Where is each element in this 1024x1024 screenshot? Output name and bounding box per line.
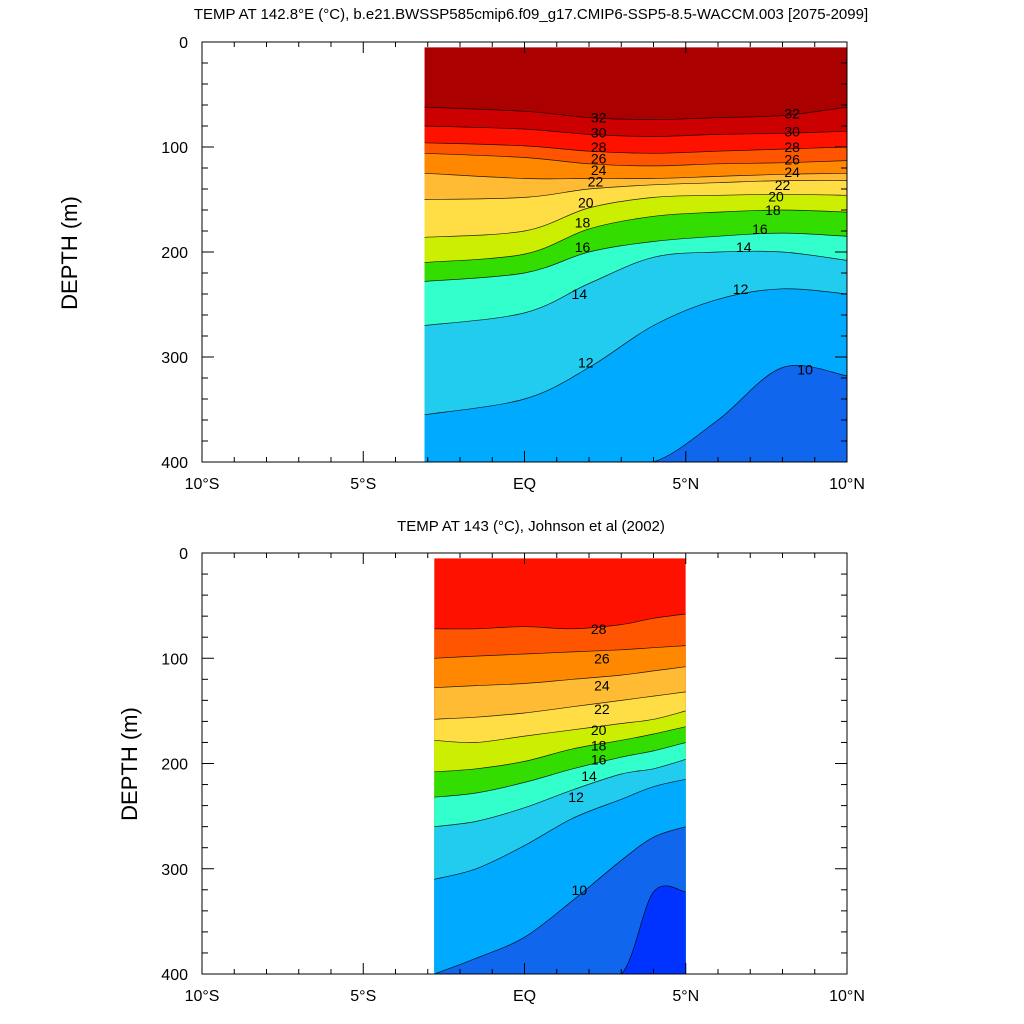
x-tick-label: 10°S — [185, 988, 220, 1005]
contour-label: 14 — [581, 768, 597, 784]
isotherm-line — [424, 152, 847, 167]
chart-title: TEMP AT 142.8°E (°C), b.e21.BWSSP585cmip… — [194, 6, 868, 23]
contour-label: 20 — [578, 195, 594, 211]
x-tick-label: 10°S — [185, 476, 220, 493]
contour-label: 18 — [591, 738, 607, 754]
contour-label: 28 — [784, 139, 800, 155]
y-tick-label: 0 — [179, 35, 188, 52]
temperature-field — [434, 558, 686, 974]
y-axis: 0 100 200 300 400 — [161, 546, 847, 984]
y-tick-label: 0 — [179, 546, 188, 563]
isotherm-line — [424, 142, 847, 154]
isotherm-line — [434, 645, 686, 659]
x-tick-label: EQ — [513, 988, 536, 1005]
x-axis: 10°S 5°S EQ 5°N 10°N — [185, 42, 865, 493]
contour-label: 22 — [588, 174, 604, 190]
contour-label: 26 — [594, 650, 610, 666]
contour-label: 16 — [752, 221, 768, 237]
panel-bottom: TEMP AT 143 (°C), Johnson et al (2002) D… — [117, 518, 865, 1005]
contour-label: 22 — [775, 177, 791, 193]
y-tick-label: 200 — [161, 757, 188, 774]
temperature-band — [434, 826, 686, 974]
contour-label: 24 — [594, 678, 610, 694]
contour-label: 24 — [784, 164, 800, 180]
isotherm-line — [434, 742, 686, 798]
contour-label: 24 — [591, 162, 607, 178]
x-tick-label: 5°S — [350, 988, 376, 1005]
isotherm-line — [434, 613, 686, 630]
isotherm-line — [424, 180, 847, 200]
panel-top: TEMP AT 142.8°E (°C), b.e21.BWSSP585cmip… — [57, 6, 868, 493]
contour-label: 10 — [572, 882, 588, 898]
contour-label: 12 — [568, 789, 584, 805]
isotherm-line — [424, 365, 847, 462]
contour-label: 14 — [572, 286, 588, 302]
isotherm-line — [434, 666, 686, 689]
contour-label: 10 — [797, 362, 813, 378]
contour-label: 30 — [591, 124, 607, 140]
isotherm-line — [424, 232, 847, 282]
isotherm-line — [434, 758, 686, 828]
isotherm-line — [424, 125, 847, 137]
y-axis-label: DEPTH (m) — [57, 196, 82, 310]
y-axis-label: DEPTH (m) — [117, 707, 142, 821]
contour-label: 22 — [594, 701, 610, 717]
isotherm-line — [434, 778, 686, 880]
isotherm-line — [424, 193, 847, 238]
x-tick-label: 10°N — [829, 988, 865, 1005]
contour-label: 28 — [591, 621, 607, 637]
y-axis: 0 100 200 300 400 — [161, 35, 847, 472]
contour-label: 28 — [591, 139, 607, 155]
x-tick-label: 5°S — [350, 476, 376, 493]
isotherm-line — [434, 691, 686, 720]
x-tick-label: 5°N — [672, 988, 699, 1005]
isotherm-line — [434, 726, 686, 773]
contour-label: 20 — [591, 722, 607, 738]
isotherm-line — [424, 250, 847, 326]
isotherm-line — [424, 106, 847, 121]
x-tick-label: 5°N — [672, 476, 699, 493]
x-tick-label: EQ — [513, 476, 536, 493]
temperature-band — [424, 365, 847, 462]
y-tick-label: 400 — [161, 455, 188, 472]
contour-label: 18 — [765, 202, 781, 218]
isotherm-line — [424, 288, 847, 416]
y-tick-label: 300 — [161, 350, 188, 367]
isotherm-line — [424, 172, 847, 180]
contour-label: 18 — [575, 215, 591, 231]
isotherm-line — [434, 710, 686, 743]
isotherm-line — [434, 826, 686, 974]
x-tick-label: 10°N — [829, 476, 865, 493]
isotherm-line — [424, 209, 847, 263]
contour-label: 26 — [591, 151, 607, 167]
contour-label: 32 — [591, 110, 607, 126]
contour-label: 32 — [784, 105, 800, 121]
y-tick-label: 100 — [161, 651, 188, 668]
isotherm-line — [434, 885, 686, 974]
contour-label: 30 — [784, 123, 800, 139]
x-axis: 10°S 5°S EQ 5°N 10°N — [185, 553, 865, 1005]
plot-area: 3230282624222018161412323028262422201816… — [161, 35, 865, 493]
y-tick-label: 300 — [161, 862, 188, 879]
contour-label: 16 — [575, 239, 591, 255]
contour-label: 26 — [784, 152, 800, 168]
y-tick-label: 100 — [161, 140, 188, 157]
contour-label: 14 — [736, 239, 752, 255]
y-tick-label: 400 — [161, 967, 188, 984]
contour-label: 16 — [591, 751, 607, 767]
contour-label: 12 — [578, 354, 594, 370]
contour-label: 20 — [768, 188, 784, 204]
temperature-field — [424, 47, 847, 462]
contour-label: 12 — [733, 281, 749, 297]
chart-title: TEMP AT 143 (°C), Johnson et al (2002) — [397, 518, 665, 535]
temperature-band — [434, 885, 686, 974]
y-tick-label: 200 — [161, 245, 188, 262]
